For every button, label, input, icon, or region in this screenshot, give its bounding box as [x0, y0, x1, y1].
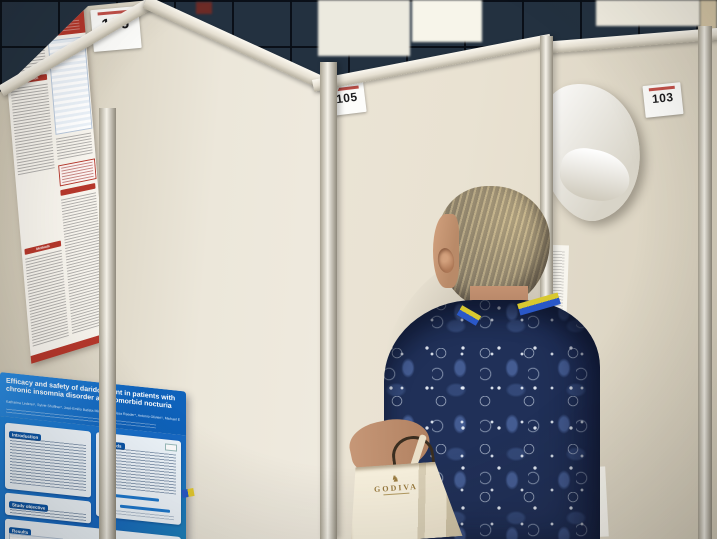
red-text [10, 83, 55, 176]
introduction-card: Introduction [5, 422, 91, 498]
poster-daridorexant: Efficacy and safety of daridorexant in p… [0, 372, 186, 539]
godiva-logo: ♞ GODIVA [360, 472, 431, 497]
frame-post [320, 62, 337, 539]
callout-lines [61, 161, 94, 184]
lit-panel [700, 0, 717, 30]
red-text [25, 249, 69, 348]
results-table [9, 532, 63, 539]
red-callout-box [58, 158, 97, 187]
board-number: 103 [651, 89, 675, 107]
board-number-card: 103 [642, 82, 684, 118]
lit-panel [318, 0, 410, 56]
frame-post [698, 26, 712, 539]
red-text [55, 132, 93, 160]
lit-panel [412, 0, 482, 42]
blue-poster-body: Introduction Methods Study objective Re [0, 416, 186, 539]
intro-lines [10, 437, 86, 492]
lit-panel [596, 0, 700, 26]
blue-poster-title: Efficacy and safety of daridorexant in p… [6, 377, 176, 411]
small-sticker [181, 488, 195, 498]
red-sign-blur [196, 2, 212, 14]
frame-post [99, 108, 116, 539]
methods-badge [165, 443, 177, 452]
